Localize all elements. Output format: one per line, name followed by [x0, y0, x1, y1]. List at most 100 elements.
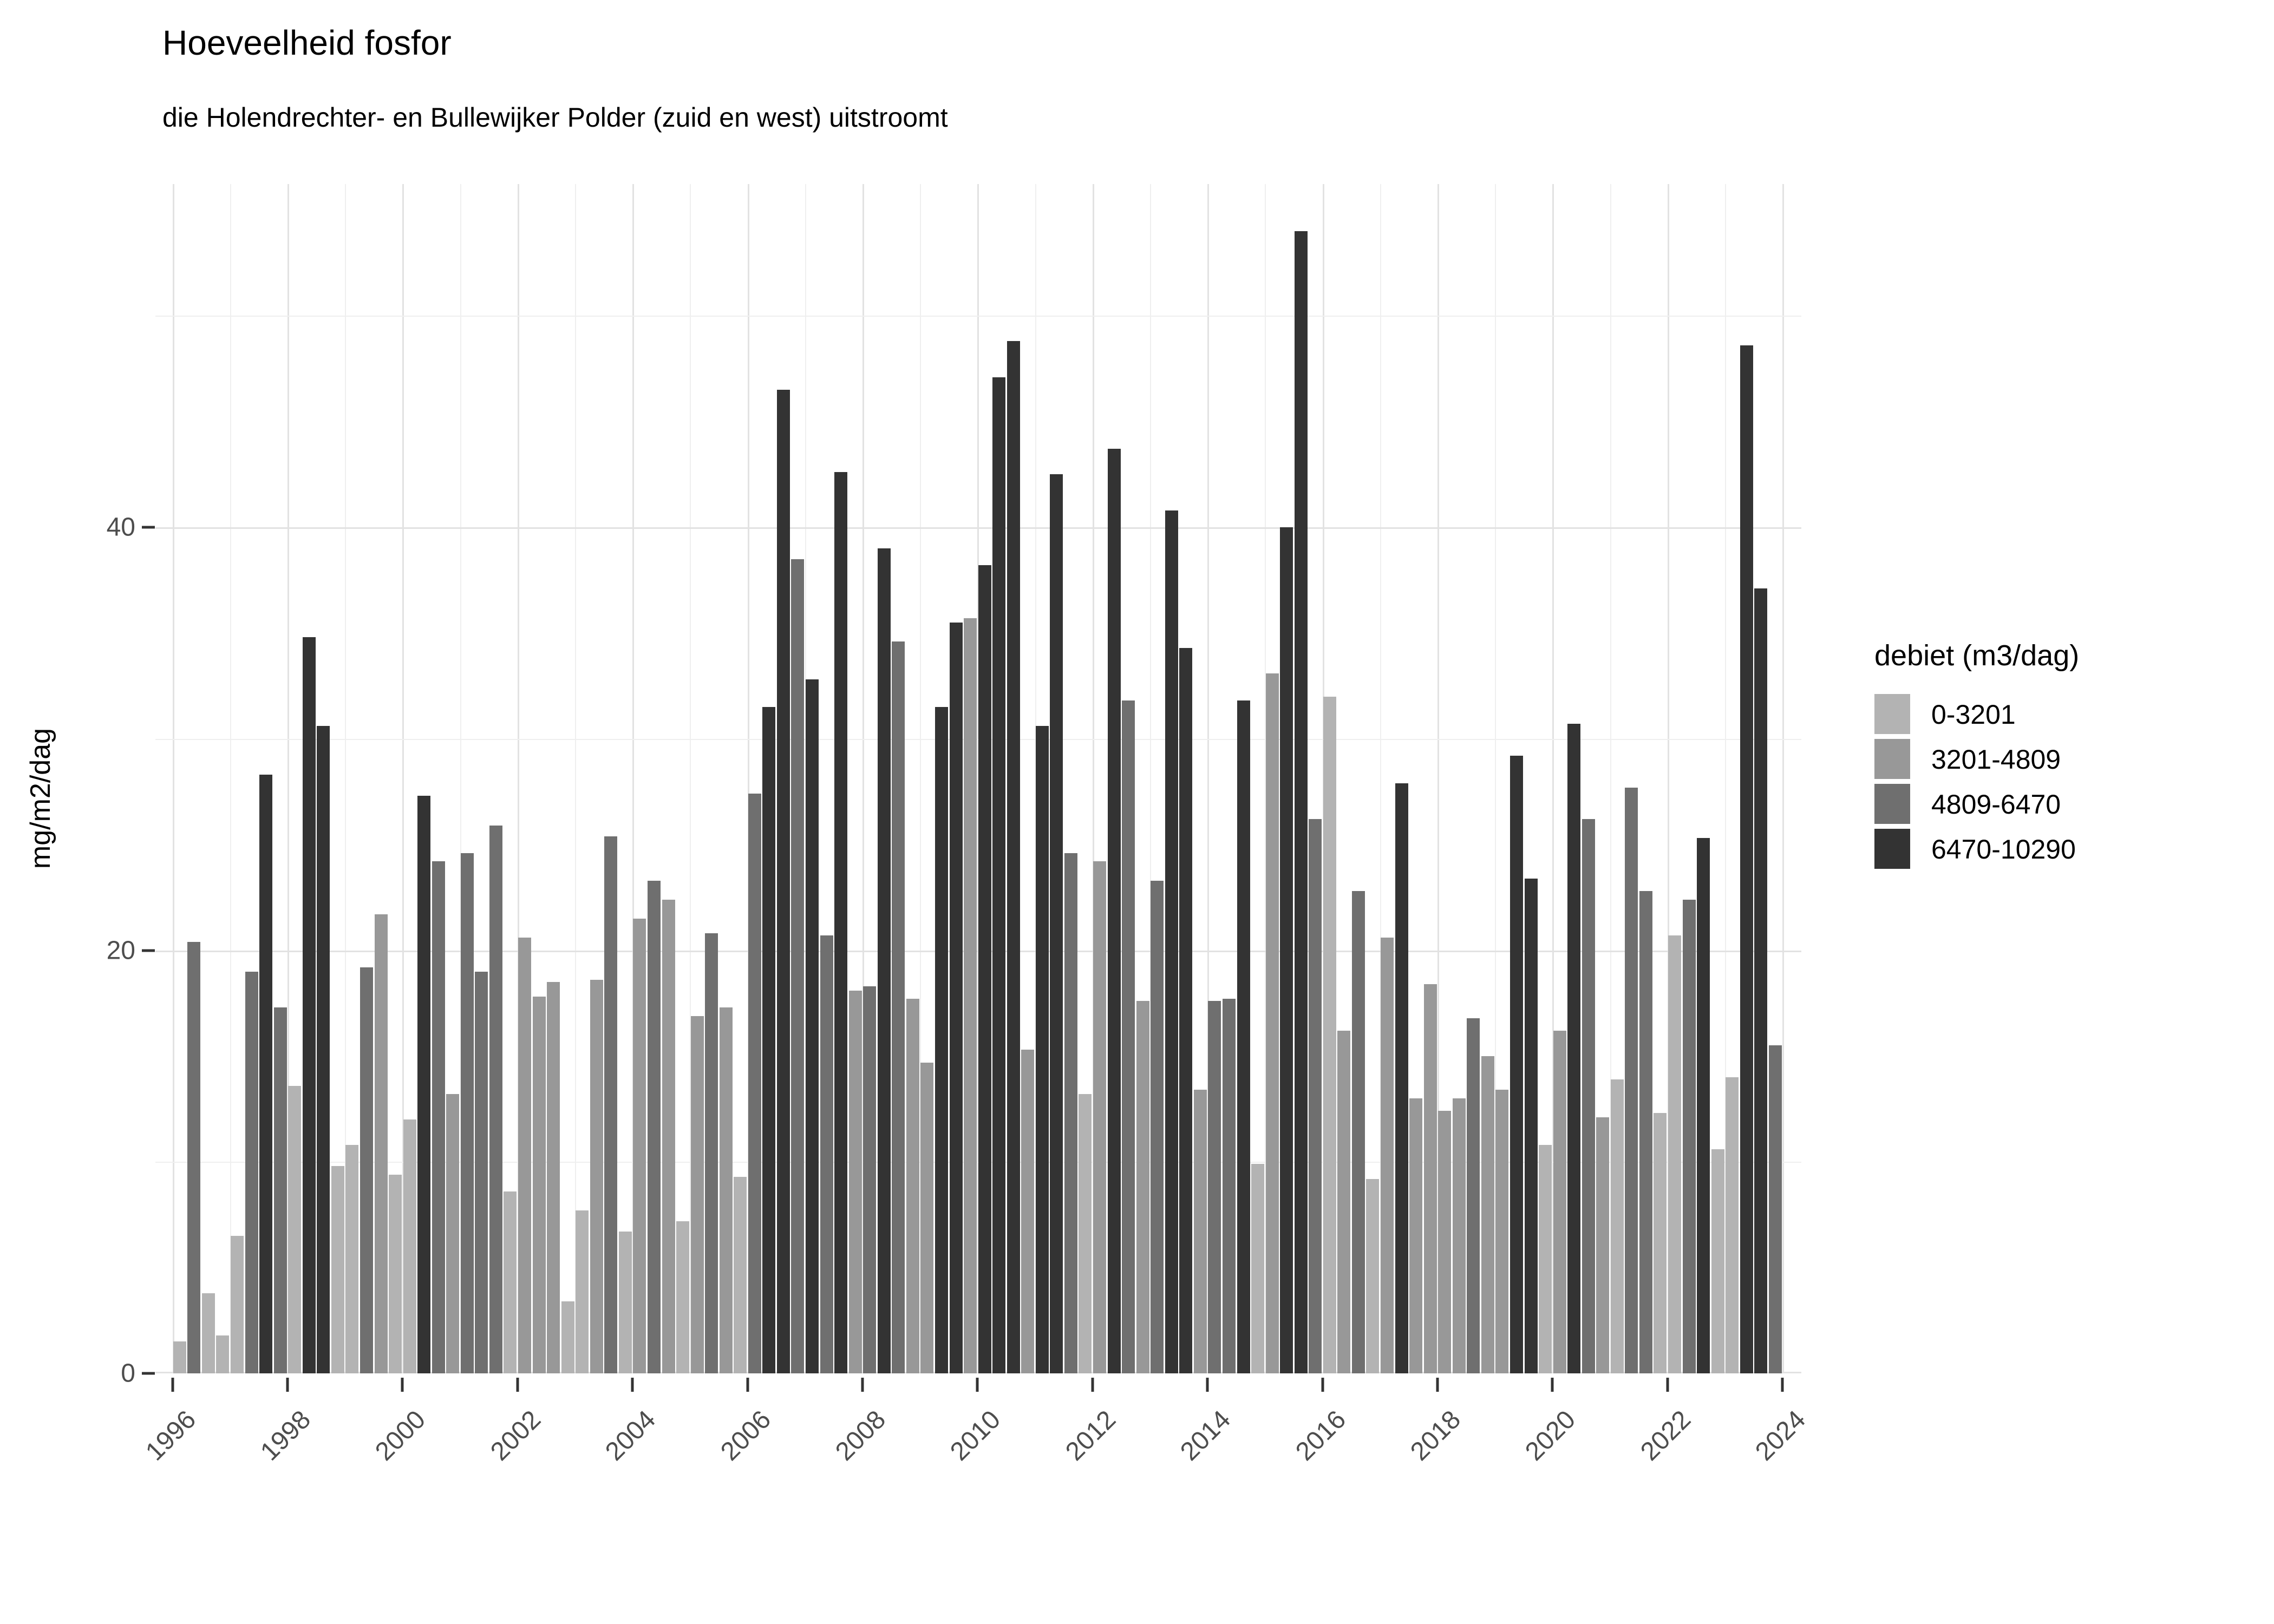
- bar-2007-q4: [848, 990, 862, 1373]
- gridline-vertical-2005: [690, 184, 691, 1373]
- bar-2017-q3: [1409, 1098, 1423, 1373]
- legend-swatch-0-3201: [1874, 694, 1910, 734]
- gridline-vertical-2019: [1495, 184, 1497, 1373]
- y-tick-mark-0: [142, 1372, 155, 1375]
- x-tick-label-2020: 2020: [1520, 1405, 1582, 1466]
- bar-2011-q3: [1064, 853, 1077, 1373]
- bar-2017-q4: [1423, 984, 1437, 1373]
- bar-2011-q1: [1035, 726, 1049, 1373]
- x-tick-label-2016: 2016: [1290, 1405, 1351, 1466]
- bar-2004-q2: [647, 880, 661, 1373]
- bar-2002-q4: [561, 1301, 574, 1373]
- plot-panel: [155, 184, 1801, 1373]
- legend-swatch-4809-6470: [1874, 784, 1910, 824]
- bar-2002-q2: [532, 997, 546, 1373]
- bar-2005-q3: [719, 1007, 733, 1373]
- gridline-vertical-2009: [920, 184, 922, 1373]
- legend-label: 0-3201: [1931, 699, 2016, 730]
- bar-2018-q4: [1481, 1056, 1494, 1373]
- bar-1996-q3: [201, 1293, 215, 1373]
- bar-2008-q1: [863, 986, 877, 1373]
- bar-2020-q2: [1567, 724, 1581, 1373]
- bar-2019-q3: [1524, 878, 1538, 1373]
- bar-2003-q2: [590, 980, 603, 1373]
- x-tick-mark-2010: [976, 1378, 979, 1392]
- bar-2006-q3: [776, 390, 790, 1373]
- x-tick-label-2006: 2006: [715, 1405, 776, 1466]
- bar-2001-q1: [460, 853, 474, 1373]
- x-tick-mark-2004: [631, 1378, 634, 1392]
- bar-2015-q3: [1294, 231, 1308, 1373]
- bar-2002-q1: [518, 938, 531, 1373]
- bar-2009-q3: [949, 622, 963, 1373]
- bar-2008-q3: [892, 641, 905, 1373]
- gridline-vertical-1999: [345, 184, 347, 1373]
- x-tick-label-2018: 2018: [1405, 1405, 1467, 1466]
- gridline-vertical-2006: [747, 184, 749, 1373]
- bar-2013-q2: [1165, 510, 1178, 1373]
- bar-2019-q1: [1495, 1090, 1509, 1373]
- x-tick-label-2004: 2004: [600, 1405, 662, 1466]
- x-tick-mark-2016: [1321, 1378, 1324, 1392]
- x-tick-mark-2014: [1206, 1378, 1209, 1392]
- bar-2014-q4: [1251, 1164, 1265, 1373]
- bar-2006-q4: [791, 559, 805, 1373]
- bar-2021-q3: [1639, 891, 1652, 1373]
- y-tick-label-20: 20: [106, 936, 135, 965]
- legend-label: 4809-6470: [1931, 789, 2061, 820]
- legend-swatch-3201-4809: [1874, 739, 1910, 779]
- x-tick-mark-2022: [1666, 1378, 1669, 1392]
- x-tick-label-1998: 1998: [255, 1405, 317, 1466]
- bar-2010-q3: [1007, 341, 1020, 1373]
- bar-2006-q2: [762, 707, 776, 1373]
- bar-2018-q1: [1438, 1111, 1452, 1373]
- gridline-vertical-2022: [1667, 184, 1669, 1373]
- legend-item: 3201-4809: [1874, 739, 2079, 780]
- bar-1997-q3: [259, 775, 273, 1373]
- x-tick-mark-2002: [516, 1378, 519, 1392]
- bar-2020-q3: [1582, 819, 1595, 1373]
- x-tick-label-2024: 2024: [1750, 1405, 1812, 1466]
- bar-2014-q2: [1222, 999, 1236, 1373]
- bar-2003-q4: [618, 1232, 632, 1373]
- bar-1996-q4: [216, 1335, 230, 1373]
- bar-2012-q2: [1107, 449, 1121, 1373]
- bar-2016-q1: [1323, 696, 1336, 1373]
- y-tick-label-40: 40: [106, 513, 135, 542]
- bar-2021-q2: [1625, 787, 1638, 1373]
- bar-2018-q3: [1467, 1018, 1480, 1373]
- bar-2021-q1: [1610, 1079, 1624, 1373]
- x-tick-mark-2024: [1781, 1378, 1784, 1392]
- gridline-vertical-1996: [172, 184, 174, 1373]
- bar-2005-q1: [690, 1016, 704, 1373]
- bar-2022-q4: [1711, 1149, 1724, 1373]
- bar-2023-q2: [1740, 345, 1753, 1373]
- x-tick-label-2010: 2010: [945, 1405, 1007, 1466]
- bar-2004-q1: [633, 918, 646, 1373]
- gridline-vertical-1997: [230, 184, 231, 1373]
- legend-swatch-6470-10290: [1874, 829, 1910, 869]
- x-tick-mark-2000: [401, 1378, 404, 1392]
- gridline-vertical-2023: [1724, 184, 1726, 1373]
- bar-1999-q2: [360, 967, 373, 1373]
- gridline-vertical-2000: [402, 184, 404, 1373]
- bar-2015-q2: [1280, 527, 1293, 1373]
- bar-2004-q4: [676, 1221, 690, 1373]
- legend-label: 3201-4809: [1931, 744, 2061, 775]
- bar-2018-q2: [1452, 1098, 1466, 1373]
- gridline-vertical-2002: [517, 184, 519, 1373]
- legend-item: 0-3201: [1874, 694, 2079, 735]
- legend: debiet (m3/dag) 0-3201 3201-4809 4809-64…: [1874, 639, 2079, 874]
- bar-1997-q4: [273, 1007, 287, 1373]
- bar-2004-q3: [662, 899, 675, 1373]
- bar-2022-q2: [1682, 899, 1696, 1373]
- bar-2012-q4: [1136, 1001, 1149, 1373]
- bar-2020-q1: [1553, 1031, 1566, 1373]
- bar-1998-q1: [288, 1085, 302, 1373]
- bar-2008-q4: [906, 999, 919, 1373]
- x-tick-label-2008: 2008: [830, 1405, 892, 1466]
- bar-2000-q1: [403, 1119, 416, 1373]
- y-tick-mark-40: [142, 526, 155, 529]
- bar-2000-q3: [432, 861, 445, 1373]
- bar-2011-q4: [1079, 1094, 1092, 1373]
